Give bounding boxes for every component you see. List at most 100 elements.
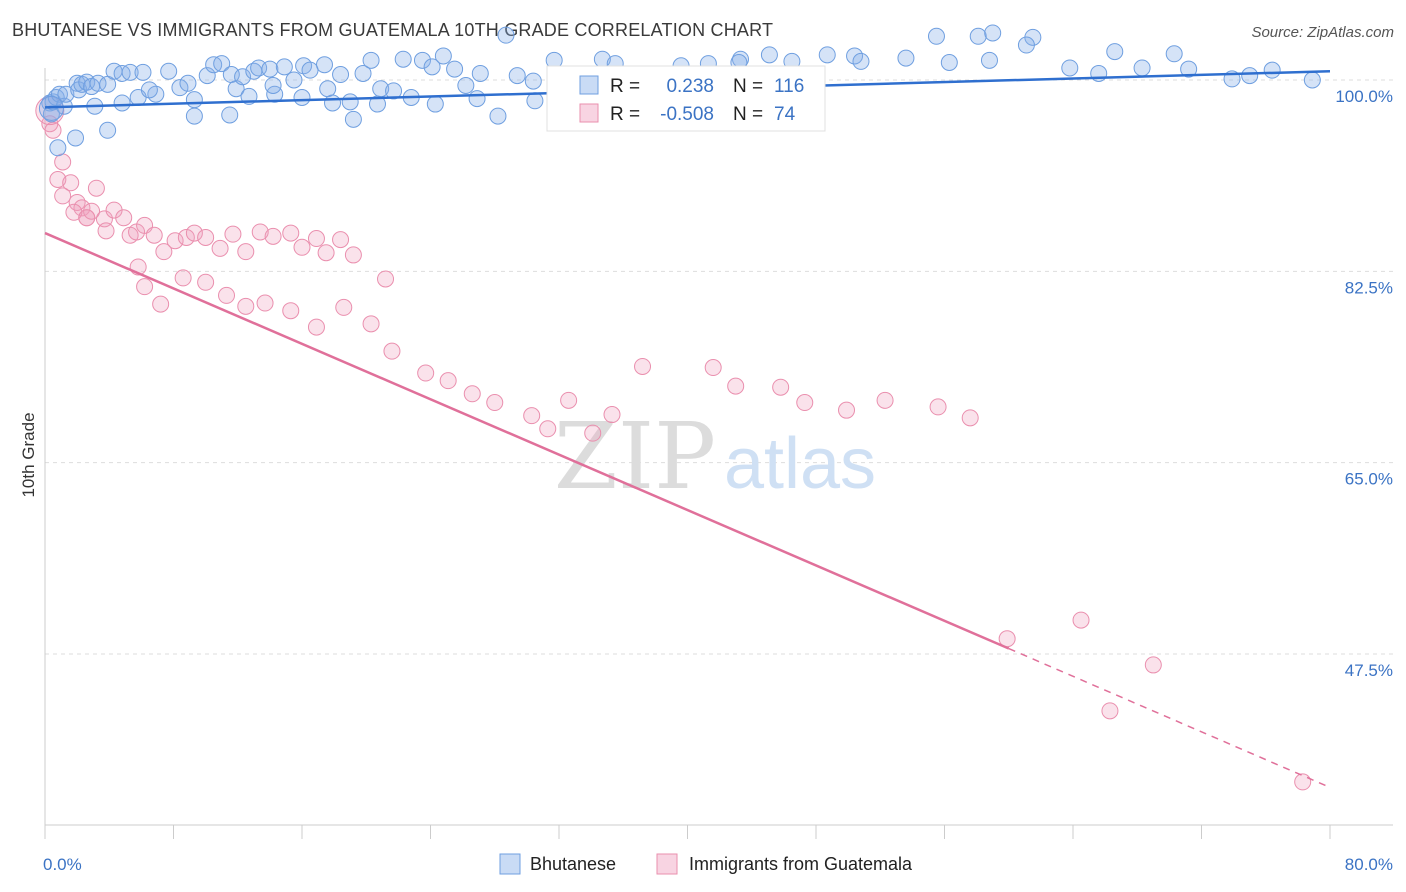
guatemala-point (929, 398, 947, 416)
bhutanese-points (38, 24, 1321, 157)
bhutanese-point (301, 61, 319, 79)
guatemala-trend-extension (1008, 647, 1331, 789)
bhutanese-point (423, 58, 441, 76)
bhutanese-point (171, 79, 189, 97)
bhutanese-point (1180, 60, 1198, 78)
y-tick-label: 82.5% (1345, 278, 1393, 297)
guatemala-point (211, 239, 229, 257)
guatemala-point (486, 394, 504, 412)
bhutanese-point (457, 76, 475, 94)
stats-blue-r-value: 0.238 (666, 76, 714, 97)
guatemala-point (344, 246, 362, 264)
guatemala-point (383, 342, 401, 360)
guatemala-point (197, 273, 215, 291)
guatemala-point (152, 295, 170, 313)
x-tick-label: 0.0% (43, 855, 82, 874)
guatemala-point (185, 224, 203, 242)
bhutanese-point (275, 58, 293, 76)
guatemala-point (335, 298, 353, 316)
guatemala-point (87, 179, 105, 197)
bhutanese-point (354, 64, 372, 82)
watermark-atlas: atlas (724, 424, 876, 504)
stats-pink-r-value: -0.508 (660, 104, 714, 125)
guatemala-point (332, 231, 350, 249)
bhutanese-point (394, 50, 412, 68)
guatemala-point (264, 227, 282, 245)
bhutanese-point (852, 52, 870, 70)
bhutanese-point (760, 46, 778, 64)
guatemala-point (68, 193, 86, 211)
bhutanese-point (1133, 59, 1151, 77)
guatemala-point (377, 270, 395, 288)
guatemala-point (54, 153, 72, 171)
stats-legend: R = 0.238 N = 116 R = -0.508 N = 74 (546, 65, 826, 132)
watermark-zip: ZIP (554, 403, 716, 510)
guatemala-point (115, 209, 133, 227)
bhutanese-point (293, 88, 311, 106)
bhutanese-point (185, 91, 203, 109)
bhutanese-point (38, 95, 64, 121)
guatemala-point (282, 224, 300, 242)
bhutanese-point (140, 81, 158, 99)
guatemala-point (307, 318, 325, 336)
bhutanese-point (927, 27, 945, 45)
stats-blue-n-value: 116 (774, 76, 804, 97)
guatemala-point (282, 302, 300, 320)
stats-pink-r-label: R = (610, 104, 640, 125)
y-tick-label: 100.0% (1335, 87, 1393, 106)
guatemala-point (65, 203, 83, 221)
y-axis-title: 10th Grade (19, 412, 38, 497)
bhutanese-point (980, 51, 998, 69)
legend-bhutanese-swatch (499, 853, 521, 875)
legend-guatemala-label: Immigrants from Guatemala (689, 854, 913, 874)
bhutanese-point (319, 80, 337, 98)
guatemala-point (1072, 611, 1090, 629)
stats-blue-r-label: R = (610, 76, 640, 97)
guatemala-point (293, 238, 311, 256)
bhutanese-point (489, 107, 507, 125)
bhutanese-point (897, 49, 915, 67)
guatemala-point (73, 199, 91, 217)
guatemala-point (237, 243, 255, 261)
guatemala-point (237, 297, 255, 315)
guatemala-point (62, 174, 80, 192)
legend-bhutanese-label: Bhutanese (530, 854, 616, 874)
guatemala-point (523, 407, 541, 425)
guatemala-point (256, 294, 274, 312)
stats-pink-n-value: 74 (774, 104, 796, 125)
guatemala-point (634, 357, 652, 375)
bhutanese-point (57, 85, 75, 103)
guatemala-point (44, 121, 62, 139)
bhutanese-point (332, 66, 350, 84)
bhutanese-point (526, 92, 544, 110)
guatemala-point (876, 391, 894, 409)
guatemala-point (49, 170, 67, 188)
bhutanese-point (1241, 67, 1259, 85)
bhutanese-point (818, 46, 836, 64)
guatemala-points (35, 96, 1312, 791)
bhutanese-point (1303, 71, 1321, 89)
bhutanese-point (471, 64, 489, 82)
bhutanese-point (984, 24, 1002, 42)
guatemala-point (1144, 656, 1162, 674)
bhutanese-point (179, 74, 197, 92)
guatemala-point (166, 232, 184, 250)
bhutanese-point (99, 121, 117, 139)
guatemala-point (136, 278, 154, 296)
bhutanese-point (434, 47, 452, 65)
guatemala-point (218, 286, 236, 304)
guatemala-point (727, 377, 745, 395)
guatemala-point (539, 420, 557, 438)
guatemala-point (307, 230, 325, 248)
guatemala-point (251, 223, 269, 241)
bhutanese-point (1106, 43, 1124, 61)
bhutanese-point (468, 90, 486, 108)
bhutanese-point (385, 82, 403, 100)
bhutanese-point (185, 107, 203, 125)
axes (44, 68, 1393, 839)
guatemala-point (97, 222, 115, 240)
bhutanese-point (969, 27, 987, 45)
bhutanese-point (497, 26, 515, 44)
bhutanese-point (121, 63, 139, 81)
